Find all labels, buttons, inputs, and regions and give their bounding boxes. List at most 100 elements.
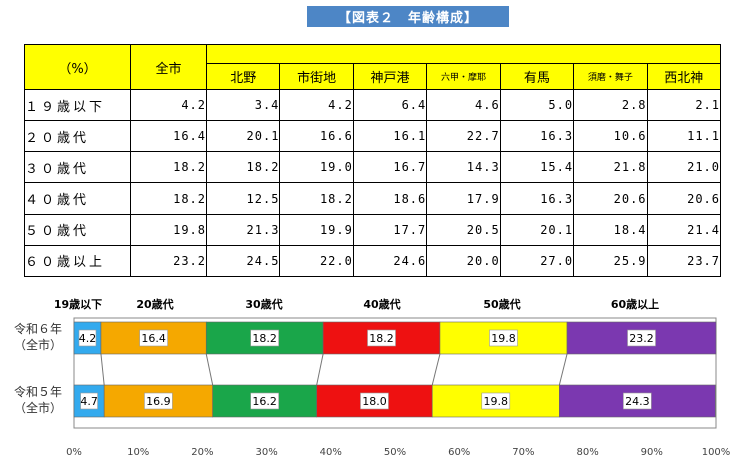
- series-line: [205, 353, 214, 386]
- table-cell: 20.6: [646, 182, 722, 215]
- x-tick-label: 90%: [641, 447, 663, 458]
- table-cell: 18.4: [573, 213, 648, 246]
- table-cell: 18.2: [130, 151, 207, 184]
- data-label-box: [80, 392, 98, 410]
- table-cell: 2.8: [573, 88, 648, 122]
- table-cell: 16.7: [352, 151, 428, 184]
- x-tick-label: 100%: [702, 447, 731, 458]
- legend-label: 40歳代: [363, 297, 400, 311]
- table-cell: 12.5: [205, 182, 281, 215]
- table-cell: 19.9: [279, 213, 354, 246]
- table-row: ５０歳代 19.8 21.3 19.9 17.7 20.5 20.1 18.4 21.4: [24, 213, 722, 246]
- table-cell: 22.0: [279, 244, 354, 278]
- table-header-ward: 市街地: [279, 63, 354, 90]
- data-label: 24.3: [625, 395, 650, 408]
- table-cell: 4.6: [426, 88, 501, 122]
- table-cell: 17.9: [426, 182, 501, 215]
- table-header-ward: 神戸港: [352, 63, 428, 90]
- table-cell: 5.0: [499, 88, 575, 122]
- data-label: 18.2: [369, 332, 394, 345]
- data-label: 19.8: [484, 395, 509, 408]
- table-header-all-city: 全市: [130, 44, 207, 90]
- data-label: 4.7: [80, 395, 98, 408]
- plot-area: [73, 317, 717, 429]
- table-header-ward: 須磨・舞子: [573, 63, 648, 90]
- data-label-box: [360, 392, 389, 410]
- table-cell: 18.2: [130, 182, 207, 215]
- table-cell: 4.2: [130, 88, 207, 122]
- x-tick-label: 40%: [320, 447, 342, 458]
- data-label-box: [250, 392, 279, 410]
- table-cell: 3.4: [205, 88, 281, 122]
- row-label: ３０歳代: [24, 151, 131, 184]
- table-cell: 20.0: [426, 244, 501, 278]
- table-cell: 17.7: [352, 213, 428, 246]
- table-row: ６０歳以上 23.2 24.5 22.0 24.6 20.0 27.0 25.9 23.7: [24, 244, 722, 278]
- row-label: ６０歳以上: [24, 244, 131, 278]
- table-cell: 16.4: [130, 120, 207, 153]
- x-tick-label: 10%: [127, 447, 149, 458]
- series-line: [100, 353, 105, 386]
- chart-title: 【図表２ 年齢構成】: [307, 6, 509, 27]
- table-cell: 19.8: [130, 213, 207, 246]
- data-label: 16.4: [141, 332, 166, 345]
- table-cell: 16.1: [352, 120, 428, 153]
- data-label: 23.2: [629, 332, 654, 345]
- age-composition-table: （%） 全市 北野 市街地 神戸港 六甲・摩耶 有馬 須磨・舞子 西北神 １９歳…: [24, 44, 722, 278]
- table-cell: 16.3: [499, 120, 575, 153]
- table-row: ３０歳代 18.2 18.2 19.0 16.7 14.3 15.4 21.8 21.0: [24, 151, 722, 184]
- table-row: ２０歳代 16.4 20.1 16.6 16.1 22.7 16.3 10.6 11.1: [24, 120, 722, 153]
- table-header-ward: 六甲・摩耶: [426, 63, 501, 90]
- table-cell: 6.4: [352, 88, 428, 122]
- table-cell: 20.1: [205, 120, 281, 153]
- data-label-box: [627, 329, 656, 347]
- bar-segment: [73, 321, 102, 355]
- table-cell: 11.1: [646, 120, 722, 153]
- row-label: １９歳以下: [24, 88, 131, 122]
- table-cell: 19.0: [279, 151, 354, 184]
- x-tick-label: 80%: [576, 447, 598, 458]
- table-header-ward: 北野: [205, 63, 281, 90]
- data-label-box: [78, 329, 97, 347]
- data-label: 18.2: [252, 332, 277, 345]
- table-cell: 24.5: [205, 244, 281, 278]
- legend-label: 50歳代: [483, 297, 520, 311]
- table-cell: 15.4: [499, 151, 575, 184]
- table-header-ward: 西北神: [646, 63, 722, 90]
- data-label: 4.2: [79, 332, 97, 345]
- table-cell: 2.1: [646, 88, 722, 122]
- table-cell: 18.2: [205, 151, 281, 184]
- table-cell: 21.8: [573, 151, 648, 184]
- x-tick-label: 30%: [255, 447, 277, 458]
- series-line: [431, 353, 441, 386]
- table-body: １９歳以下 4.2 3.4 4.2 6.4 4.6 5.0 2.8 2.1 ２０歳代 16.4 20.…: [24, 88, 722, 278]
- table-cell: 20.5: [426, 213, 501, 246]
- table-cell: 22.7: [426, 120, 501, 153]
- table-cell: 10.6: [573, 120, 648, 153]
- table-cell: 23.7: [646, 244, 722, 278]
- data-label: 16.2: [252, 395, 277, 408]
- legend-label: 60歳以上: [611, 297, 659, 311]
- table-cell: 27.0: [499, 244, 575, 278]
- data-label-box: [481, 392, 511, 410]
- row-label: ５０歳代: [24, 213, 131, 246]
- table-corner-label: （%）: [24, 44, 131, 90]
- legend-label: 30歳代: [245, 297, 282, 311]
- category-label: 令和５年: [14, 384, 62, 399]
- table-cell: 16.6: [279, 120, 354, 153]
- x-tick-label: 20%: [191, 447, 213, 458]
- table-cell: 14.3: [426, 151, 501, 184]
- table-cell: 21.0: [646, 151, 722, 184]
- series-line: [316, 353, 324, 386]
- data-label-box: [139, 329, 168, 347]
- table-cell: 18.2: [279, 182, 354, 215]
- x-tick-label: 70%: [512, 447, 534, 458]
- x-tick-label: 60%: [448, 447, 470, 458]
- table-row: ４０歳代 18.2 12.5 18.2 18.6 17.9 16.3 20.6 20.6: [24, 182, 722, 215]
- legend-label: 20歳代: [136, 297, 173, 311]
- table-cell: 21.4: [646, 213, 722, 246]
- data-label-box: [250, 329, 279, 347]
- data-label-box: [144, 392, 173, 410]
- legend-label: 19歳以下: [54, 297, 102, 311]
